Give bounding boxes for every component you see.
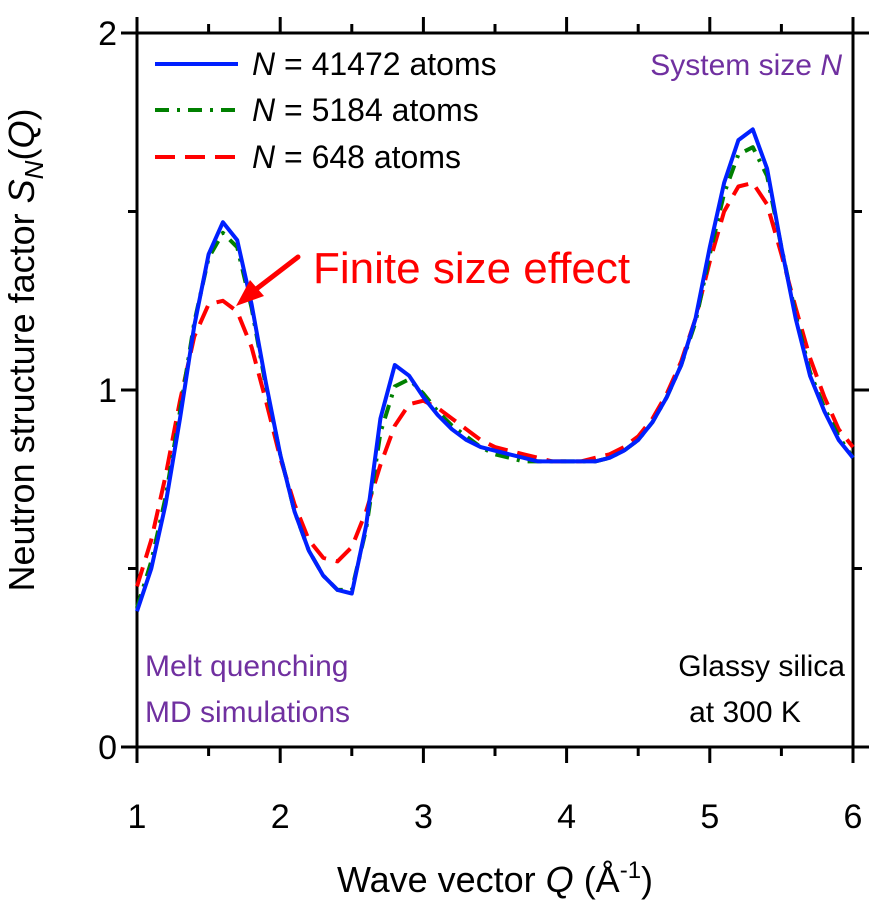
- series-line-3: [135, 180, 855, 587]
- finite-size-arrow: [236, 254, 301, 306]
- legend-label-series-2: N = 5184 atoms: [252, 92, 479, 128]
- material-label-line-2: at 300 K: [689, 696, 801, 729]
- y-tick-label: 2: [98, 15, 117, 53]
- plot-frame: [135, 31, 855, 749]
- series-line-2: [135, 145, 855, 609]
- finite-size-label: Finite size effect: [313, 244, 630, 293]
- legend-label-series-3: N = 648 atoms: [252, 139, 461, 175]
- legend-label-series-1: N = 41472 atoms: [252, 46, 497, 82]
- x-tick-label: 3: [414, 798, 433, 836]
- y-tick-label: 1: [98, 372, 117, 410]
- x-tick-label: 1: [128, 798, 147, 836]
- x-tick-labels: 1 2 3 4 5 6: [128, 798, 863, 836]
- x-axis-title: Wave vector Q (Å-1): [337, 857, 653, 900]
- x-tick-label: 6: [844, 798, 863, 836]
- axis-ticks: [121, 17, 869, 763]
- series-line-1: [135, 127, 855, 612]
- method-label-line-1: Melt quenching: [145, 650, 348, 683]
- y-tick-label: 0: [98, 729, 117, 767]
- x-tick-label: 2: [271, 798, 290, 836]
- material-label-line-1: Glassy silica: [678, 650, 845, 683]
- legend: N = 41472 atoms N = 5184 atoms N = 648 a…: [155, 46, 497, 175]
- method-label-line-2: MD simulations: [145, 696, 350, 729]
- series-curves: [135, 127, 855, 612]
- system-size-label: System size N: [650, 49, 842, 82]
- x-tick-label: 5: [700, 798, 719, 836]
- x-tick-label: 4: [557, 798, 576, 836]
- y-axis-title: Neutron structure factor SN(Q): [1, 109, 49, 592]
- y-tick-labels: 0 1 2: [98, 15, 117, 767]
